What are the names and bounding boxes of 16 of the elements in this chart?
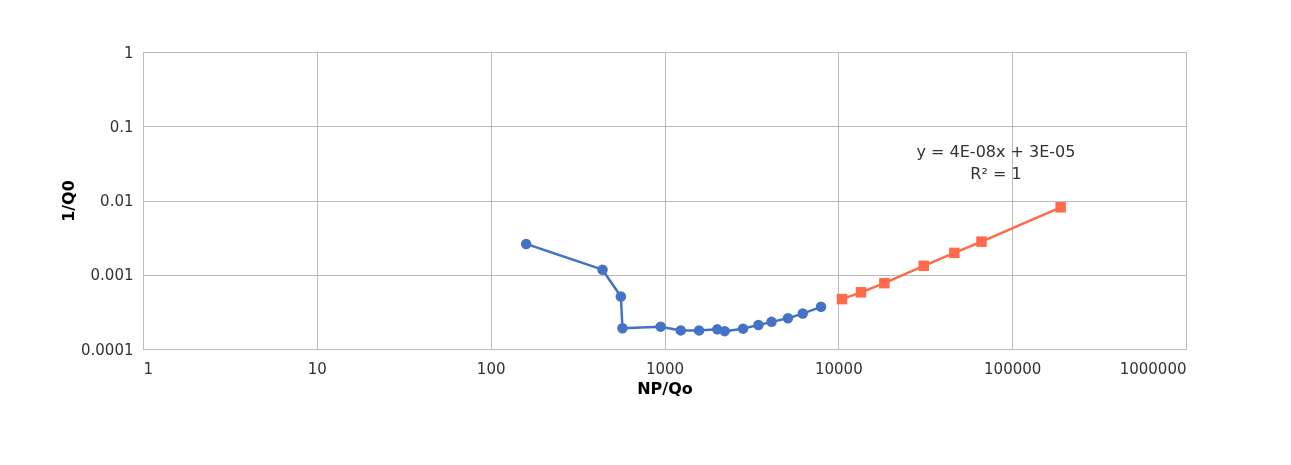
x-tick-label: 10000 — [814, 359, 863, 378]
y-tick-label: 1 — [123, 43, 134, 62]
y-tick-label: 0.001 — [90, 266, 134, 285]
annotation: y = 4E-08x + 3E-05 — [916, 142, 1076, 161]
x-tick-label: 100 — [476, 359, 506, 378]
x-tick-label: 1000 — [645, 359, 685, 378]
annotation: R² = 1 — [970, 164, 1022, 183]
y-axis-title: 1/Q0 — [59, 180, 79, 222]
x-tick-label: 10 — [307, 359, 327, 378]
y-tick-label: 0.0001 — [81, 340, 134, 359]
y-tick-label: 0.1 — [109, 117, 134, 136]
y-tick-label: 0.01 — [100, 192, 134, 210]
x-tick-label: 100000 — [984, 359, 1042, 378]
x-axis-title: NP/Qo — [637, 378, 693, 398]
x-tick-label: 1000000 — [1119, 359, 1187, 378]
x-tick-label: 1 — [143, 359, 154, 378]
